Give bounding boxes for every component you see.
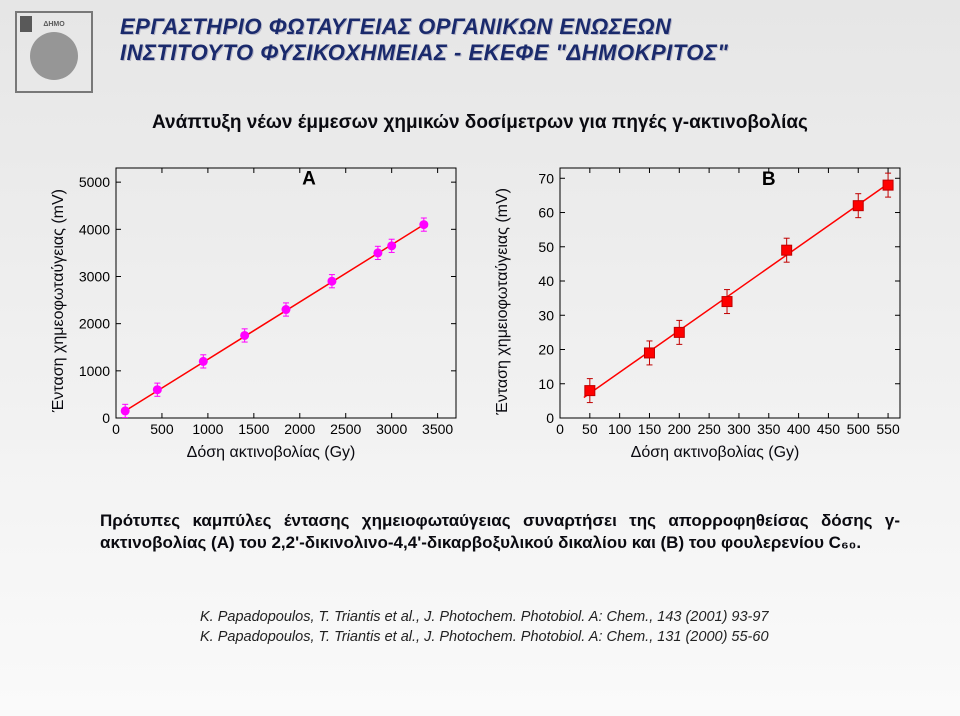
svg-text:50: 50 xyxy=(538,239,554,255)
chart-a-block: Ένταση χημεοφωταύγειας (mV) 0 500 1000 1500… xyxy=(50,160,466,462)
svg-text:450: 450 xyxy=(817,421,841,437)
svg-text:500: 500 xyxy=(150,421,174,437)
caption: Πρότυπες καμπύλες έντασης χημειοφωταύγει… xyxy=(100,510,900,554)
chart-b-xlabel: Δόση ακτινοβολίας (Gy) xyxy=(494,444,910,462)
svg-text:0: 0 xyxy=(546,410,554,426)
svg-text:B: B xyxy=(762,169,776,190)
chart-b-block: Ένταση χημειοφωταύγειας (mV) 05010015020… xyxy=(494,160,910,462)
svg-text:400: 400 xyxy=(787,421,811,437)
ref-2: K. Papadopoulos, T. Triantis et al., J. … xyxy=(200,628,769,648)
svg-text:1000: 1000 xyxy=(79,363,110,379)
svg-text:0: 0 xyxy=(112,421,120,437)
svg-text:ΔΗΜΟ: ΔΗΜΟ xyxy=(43,21,65,28)
svg-text:40: 40 xyxy=(538,273,554,289)
svg-text:70: 70 xyxy=(538,170,554,186)
svg-text:2000: 2000 xyxy=(284,421,315,437)
svg-text:50: 50 xyxy=(582,421,598,437)
slide-root: ΔΗΜΟ ΕΡΓΑΣΤΗΡΙΟ ΦΩΤΑΥΓΕΙΑΣ ΟΡΓΑΝΙΚΩΝ ΕΝΩ… xyxy=(0,0,960,716)
svg-text:150: 150 xyxy=(638,421,662,437)
svg-text:250: 250 xyxy=(697,421,721,437)
svg-text:5000: 5000 xyxy=(79,174,110,190)
svg-text:4000: 4000 xyxy=(79,221,110,237)
header: ΕΡΓΑΣΤΗΡΙΟ ΦΩΤΑΥΓΕΙΑΣ ΟΡΓΑΝΙΚΩΝ ΕΝΩΣΕΩΝ … xyxy=(120,14,940,66)
chart-b: 0 50 100 150 200 250 300 350 400 450 500 550 0 10 20 30… xyxy=(516,160,910,442)
chart-a: 0 500 1000 1500 2000 2500 3000 3500 0 1000 2000 300… xyxy=(72,160,466,442)
chart-b-ylabel: Ένταση χημειοφωταύγειας (mV) xyxy=(494,188,512,415)
svg-text:A: A xyxy=(302,169,316,190)
svg-text:10: 10 xyxy=(538,376,554,392)
svg-text:550: 550 xyxy=(876,421,900,437)
svg-text:200: 200 xyxy=(668,421,692,437)
logo-icon: ΔΗΜΟ xyxy=(14,10,94,94)
references: K. Papadopoulos, T. Triantis et al., J. … xyxy=(200,608,769,647)
svg-text:0: 0 xyxy=(102,410,110,426)
svg-text:2000: 2000 xyxy=(79,316,110,332)
subtitle: Ανάπτυξη νέων έμμεσων χημικών δοσίμετρων… xyxy=(0,112,960,134)
svg-text:350: 350 xyxy=(757,421,781,437)
chart-a-ylabel: Ένταση χημεοφωταύγειας (mV) xyxy=(50,189,68,412)
svg-text:60: 60 xyxy=(538,205,554,221)
header-line2: ΙΝΣΤΙΤΟΥΤΟ ΦΥΣΙΚΟΧΗΜΕΙΑΣ - ΕΚΕΦΕ "ΔΗΜΟΚΡ… xyxy=(120,40,940,66)
svg-text:500: 500 xyxy=(847,421,871,437)
svg-text:3000: 3000 xyxy=(376,421,407,437)
header-line1: ΕΡΓΑΣΤΗΡΙΟ ΦΩΤΑΥΓΕΙΑΣ ΟΡΓΑΝΙΚΩΝ ΕΝΩΣΕΩΝ xyxy=(120,14,940,40)
svg-text:3500: 3500 xyxy=(422,421,453,437)
chart-a-xlabel: Δόση ακτινοβολίας (Gy) xyxy=(50,444,466,462)
svg-text:2500: 2500 xyxy=(330,421,361,437)
svg-text:1500: 1500 xyxy=(238,421,269,437)
svg-text:0: 0 xyxy=(556,421,564,437)
svg-text:3000: 3000 xyxy=(79,268,110,284)
svg-text:300: 300 xyxy=(727,421,751,437)
charts-row: Ένταση χημεοφωταύγειας (mV) 050010001500… xyxy=(0,160,960,462)
ref-1: K. Papadopoulos, T. Triantis et al., J. … xyxy=(200,608,769,628)
svg-text:100: 100 xyxy=(608,421,632,437)
svg-text:30: 30 xyxy=(538,307,554,323)
svg-text:20: 20 xyxy=(538,342,554,358)
svg-text:1000: 1000 xyxy=(192,421,223,437)
